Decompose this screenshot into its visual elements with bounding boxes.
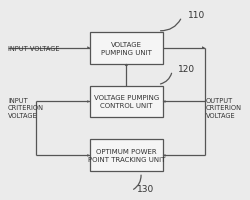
Text: VOLTAGE
PUMPING UNIT: VOLTAGE PUMPING UNIT [101, 41, 152, 55]
Polygon shape [162, 101, 166, 103]
Bar [90, 140, 162, 172]
Polygon shape [162, 154, 166, 157]
Text: 110: 110 [188, 11, 205, 20]
Polygon shape [87, 101, 90, 103]
Text: INPUT
CRITERION
VOLTAGE: INPUT CRITERION VOLTAGE [8, 97, 44, 119]
Text: INPUT VOLTAGE: INPUT VOLTAGE [8, 45, 60, 51]
Text: OUTPUT
CRITERION
VOLTAGE: OUTPUT CRITERION VOLTAGE [206, 97, 242, 119]
Text: VOLTAGE PUMPING
CONTROL UNIT: VOLTAGE PUMPING CONTROL UNIT [94, 95, 159, 109]
Bar [90, 32, 162, 64]
Text: 130: 130 [137, 184, 154, 193]
Bar [90, 86, 162, 118]
Polygon shape [87, 47, 90, 50]
Polygon shape [87, 154, 90, 157]
Text: OPTIMUM POWER
POINT TRACKING UNIT: OPTIMUM POWER POINT TRACKING UNIT [88, 149, 165, 163]
Text: 120: 120 [178, 65, 196, 74]
Polygon shape [202, 47, 205, 50]
Polygon shape [125, 64, 128, 67]
